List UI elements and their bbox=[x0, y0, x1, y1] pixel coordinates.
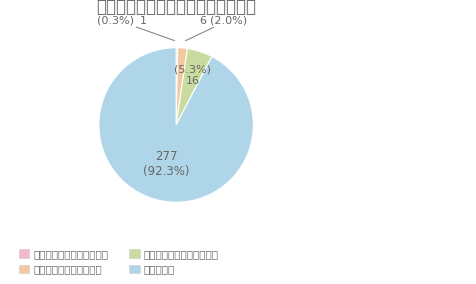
Wedge shape bbox=[176, 48, 178, 125]
Title: コンバインド検査をご存知ですか？: コンバインド検査をご存知ですか？ bbox=[96, 0, 256, 16]
Text: (2.0%): (2.0%) bbox=[210, 16, 247, 26]
Text: (0.3%): (0.3%) bbox=[98, 16, 134, 26]
Text: 6: 6 bbox=[199, 16, 207, 26]
Wedge shape bbox=[176, 49, 212, 125]
Wedge shape bbox=[99, 48, 253, 202]
Text: 277
(92.3%): 277 (92.3%) bbox=[143, 150, 190, 178]
Text: 1: 1 bbox=[140, 16, 147, 26]
Legend: 検査を受けたことがある。, 検査内容を知っている。, 名前を聞いたことがある。, 知らない。: 検査を受けたことがある。, 検査内容を知っている。, 名前を聞いたことがある。,… bbox=[15, 245, 223, 279]
Text: (5.3%)
16: (5.3%) 16 bbox=[174, 64, 211, 86]
Wedge shape bbox=[176, 48, 188, 125]
